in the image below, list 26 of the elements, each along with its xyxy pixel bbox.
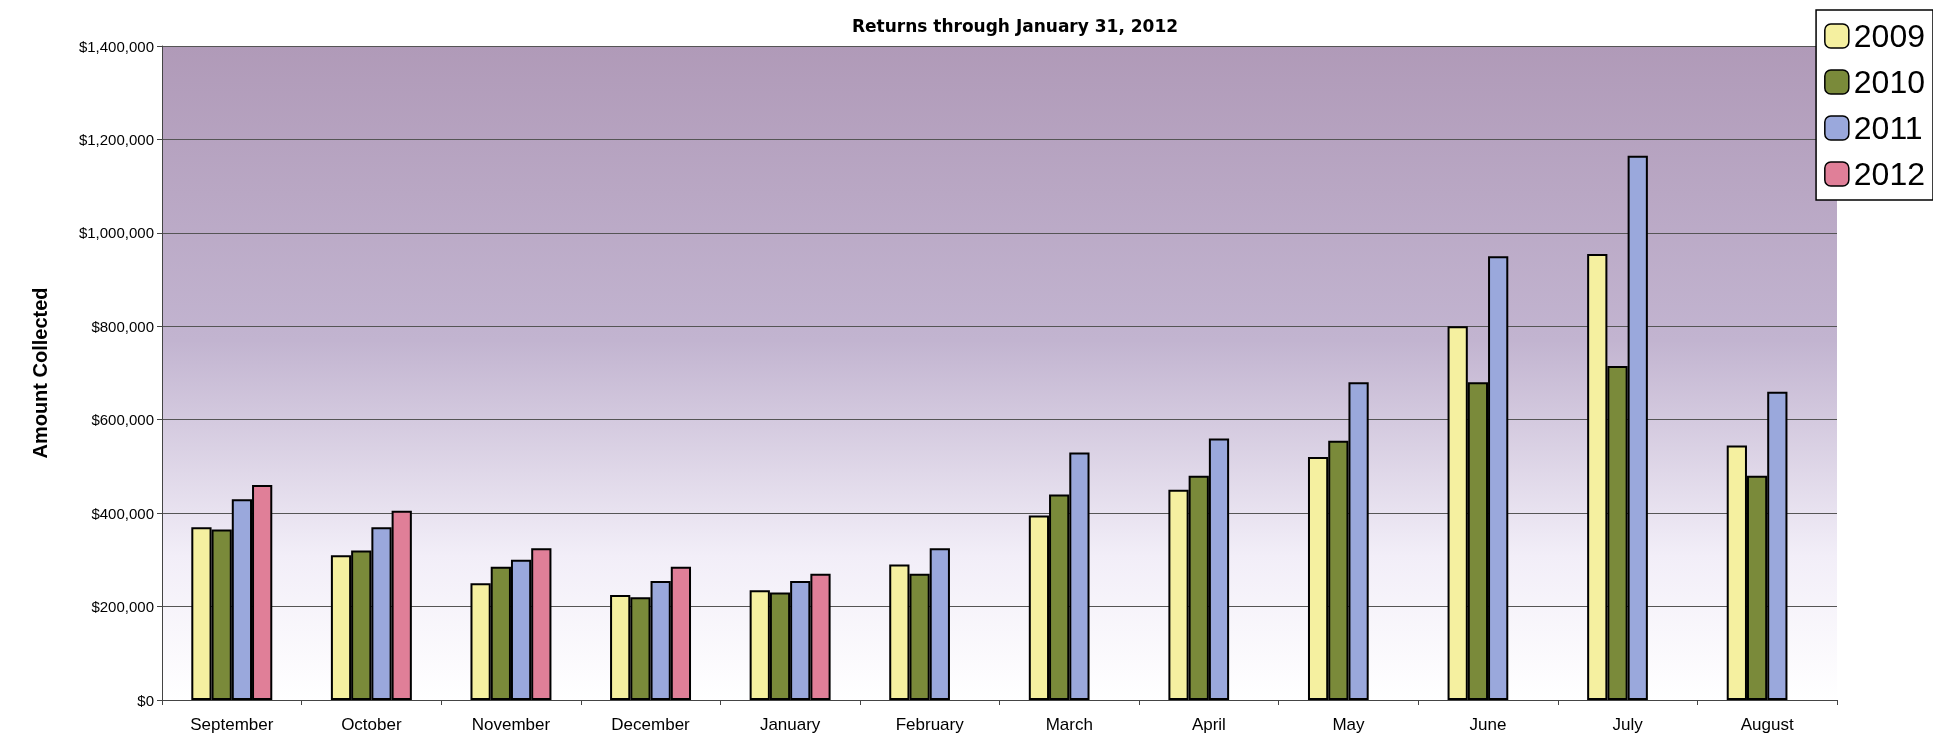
y-tick-label: $0 <box>137 691 154 709</box>
y-tick-label: $1,000,000 <box>78 224 154 242</box>
x-tick-label: January <box>759 715 821 734</box>
legend-label: 2009 <box>1853 18 1925 54</box>
y-tick-label: $200,000 <box>91 598 154 616</box>
y-axis-title: Amount Collected <box>29 287 51 459</box>
x-tick-label: August <box>1740 715 1794 734</box>
chart-title: Returns through January 31, 2012 <box>851 15 1179 36</box>
x-tick-label: June <box>1469 715 1507 734</box>
x-tick-label: February <box>895 715 965 734</box>
x-tick-label: March <box>1045 715 1093 734</box>
y-tick-label: $1,400,000 <box>78 37 154 55</box>
y-tick-label: $600,000 <box>91 411 154 429</box>
x-tick-label: May <box>1332 715 1366 734</box>
x-tick-label: October <box>341 715 402 734</box>
x-tick-label: December <box>611 715 691 734</box>
y-tick-label: $400,000 <box>91 504 154 522</box>
y-tick-label: $800,000 <box>91 317 154 335</box>
x-tick-label: November <box>471 715 551 734</box>
x-tick-label: April <box>1191 715 1226 734</box>
x-tick-label: September <box>190 715 274 734</box>
y-tick-label: $1,200,000 <box>78 130 154 148</box>
x-tick-label: July <box>1612 715 1644 734</box>
legend-label: 2012 <box>1853 156 1925 192</box>
legend-label: 2010 <box>1853 64 1925 100</box>
legend-label: 2011 <box>1853 110 1923 146</box>
